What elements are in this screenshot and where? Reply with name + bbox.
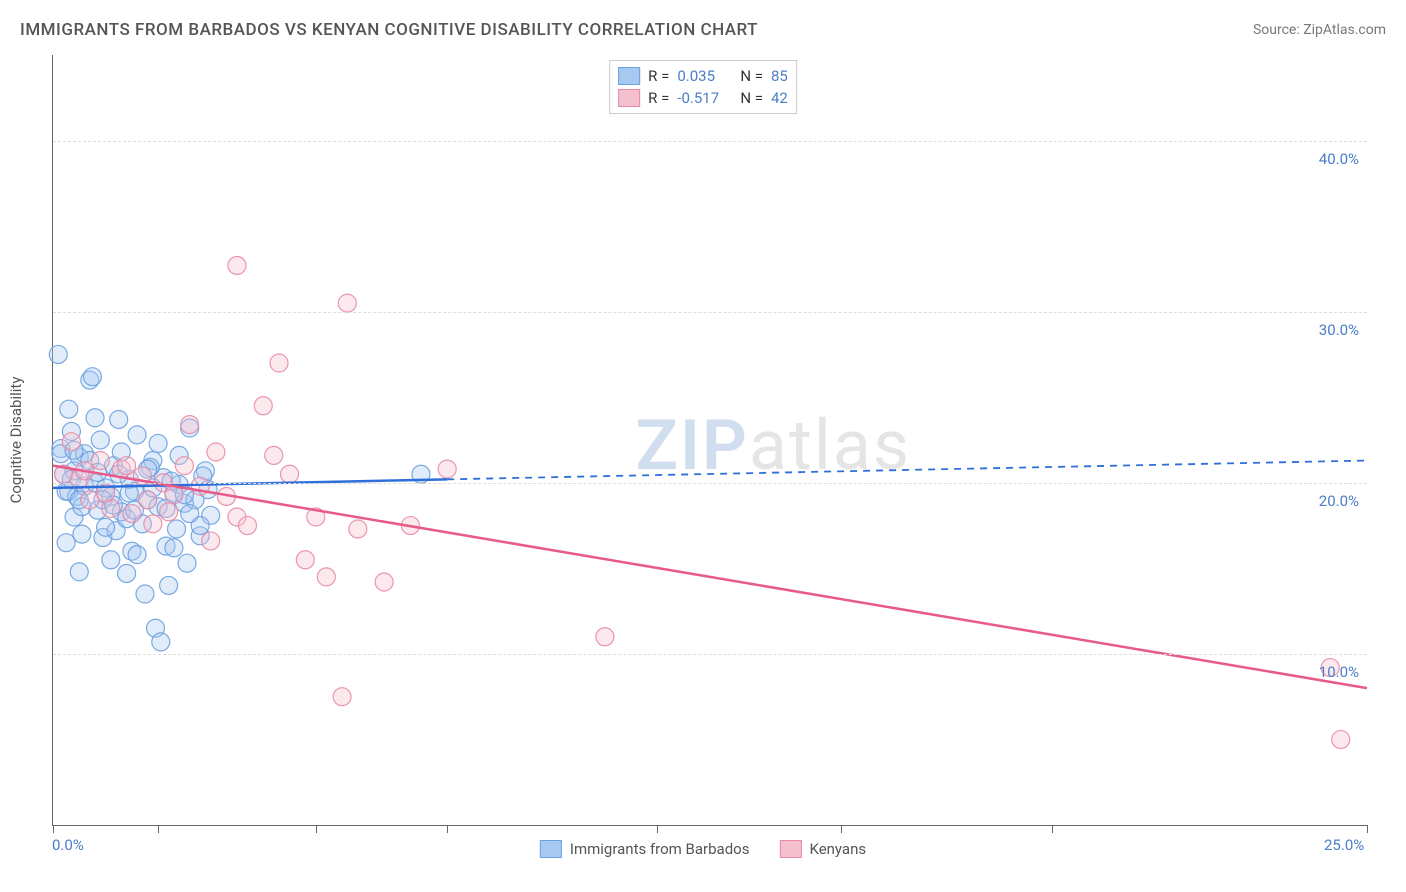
scatter-point xyxy=(254,397,272,415)
scatter-point xyxy=(62,433,80,451)
scatter-point xyxy=(202,532,220,550)
scatter-point xyxy=(118,457,136,475)
scatter-point xyxy=(57,534,75,552)
stat-n-label: N = xyxy=(740,67,763,85)
scatter-point xyxy=(97,518,115,536)
scatter-point xyxy=(270,354,288,372)
x-tick-label: 0.0% xyxy=(52,836,84,854)
scatter-point xyxy=(102,551,120,569)
scatter-point xyxy=(73,525,91,543)
chart-title: IMMIGRANTS FROM BARBADOS VS KENYAN COGNI… xyxy=(20,20,758,40)
gridline-h xyxy=(53,141,1367,142)
scatter-point xyxy=(181,505,199,523)
scatter-point xyxy=(175,457,193,475)
scatter-point xyxy=(168,520,186,538)
x-tick xyxy=(657,825,658,833)
scatter-point xyxy=(70,563,88,581)
x-tick xyxy=(447,825,448,833)
scatter-point xyxy=(139,491,157,509)
scatter-point xyxy=(91,431,109,449)
stat-r-label: R = xyxy=(648,67,669,85)
scatter-point xyxy=(1332,730,1350,748)
legend-swatch xyxy=(779,840,801,858)
y-tick-label: 10.0% xyxy=(1319,663,1359,681)
scatter-point xyxy=(91,452,109,470)
scatter-point xyxy=(144,515,162,533)
x-tick xyxy=(841,825,842,833)
x-tick xyxy=(1367,825,1368,833)
scatter-point xyxy=(596,628,614,646)
x-tick xyxy=(316,825,317,833)
stat-n-value: 85 xyxy=(771,67,788,85)
plot-area: 10.0% 20.0% 30.0% 40.0% xyxy=(52,55,1367,826)
scatter-point xyxy=(438,460,456,478)
x-tick xyxy=(53,825,54,833)
y-tick-label: 20.0% xyxy=(1319,492,1359,510)
scatter-point xyxy=(110,410,128,428)
scatter-point xyxy=(60,400,78,418)
scatter-point xyxy=(165,539,183,557)
scatter-point xyxy=(296,551,314,569)
scatter-point xyxy=(152,633,170,651)
scatter-point xyxy=(375,573,393,591)
chart-container: IMMIGRANTS FROM BARBADOS VS KENYAN COGNI… xyxy=(0,0,1406,892)
scatter-point xyxy=(49,345,67,363)
scatter-point xyxy=(149,434,167,452)
scatter-point xyxy=(333,688,351,706)
y-tick-label: 30.0% xyxy=(1319,321,1359,339)
legend-swatch xyxy=(540,840,562,858)
scatter-point xyxy=(338,294,356,312)
scatter-point xyxy=(228,256,246,274)
scatter-point xyxy=(265,446,283,464)
legend-series: Immigrants from Barbados Kenyans xyxy=(540,840,866,858)
stat-n-value: 42 xyxy=(771,89,788,107)
source-label: Source: ZipAtlas.com xyxy=(1253,22,1386,38)
y-axis-label: Cognitive Disability xyxy=(7,377,25,504)
scatter-point xyxy=(181,416,199,434)
scatter-point xyxy=(123,505,141,523)
gridline-h xyxy=(53,483,1367,484)
scatter-point xyxy=(160,576,178,594)
legend-series-label: Kenyans xyxy=(809,840,866,858)
scatter-point xyxy=(86,409,104,427)
x-tick xyxy=(1052,825,1053,833)
legend-swatch xyxy=(618,67,640,85)
scatter-point xyxy=(136,585,154,603)
gridline-h xyxy=(53,312,1367,313)
scatter-point xyxy=(118,564,136,582)
scatter-point xyxy=(83,368,101,386)
stat-n-label: N = xyxy=(740,89,763,107)
scatter-point xyxy=(281,465,299,483)
scatter-point xyxy=(317,568,335,586)
stat-r-value: -0.517 xyxy=(677,89,732,107)
x-tick xyxy=(158,825,159,833)
legend-swatch xyxy=(618,89,640,107)
legend-stats-row: R = 0.035 N = 85 xyxy=(618,65,788,87)
legend-series-item: Kenyans xyxy=(779,840,866,858)
scatter-point xyxy=(207,443,225,461)
regression-line-extrapolated xyxy=(447,461,1367,480)
scatter-point xyxy=(238,517,256,535)
legend-series-item: Immigrants from Barbados xyxy=(540,840,750,858)
stat-r-label: R = xyxy=(648,89,669,107)
scatter-point xyxy=(160,503,178,521)
legend-series-label: Immigrants from Barbados xyxy=(570,840,750,858)
stat-r-value: 0.035 xyxy=(677,67,732,85)
x-tick-label: 25.0% xyxy=(1324,836,1364,854)
y-tick-label: 40.0% xyxy=(1319,150,1359,168)
scatter-point xyxy=(128,426,146,444)
scatter-point xyxy=(178,554,196,572)
scatter-point xyxy=(128,546,146,564)
legend-stats: R = 0.035 N = 85 R = -0.517 N = 42 xyxy=(609,60,797,114)
chart-svg xyxy=(53,55,1367,825)
legend-stats-row: R = -0.517 N = 42 xyxy=(618,87,788,109)
scatter-point xyxy=(349,520,367,538)
gridline-h xyxy=(53,654,1367,655)
